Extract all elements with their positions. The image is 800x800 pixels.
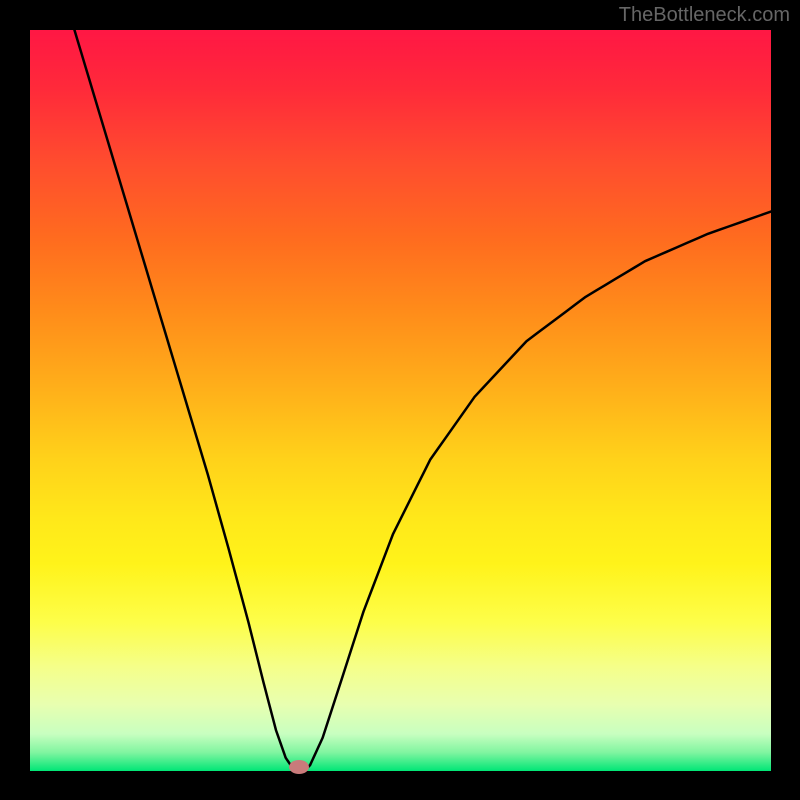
curve-left-branch (74, 30, 296, 771)
watermark-text: TheBottleneck.com (619, 4, 790, 27)
curve-right-branch (304, 212, 771, 771)
plot-area (30, 30, 771, 771)
minimum-marker (289, 760, 309, 774)
curve-svg (30, 30, 771, 771)
